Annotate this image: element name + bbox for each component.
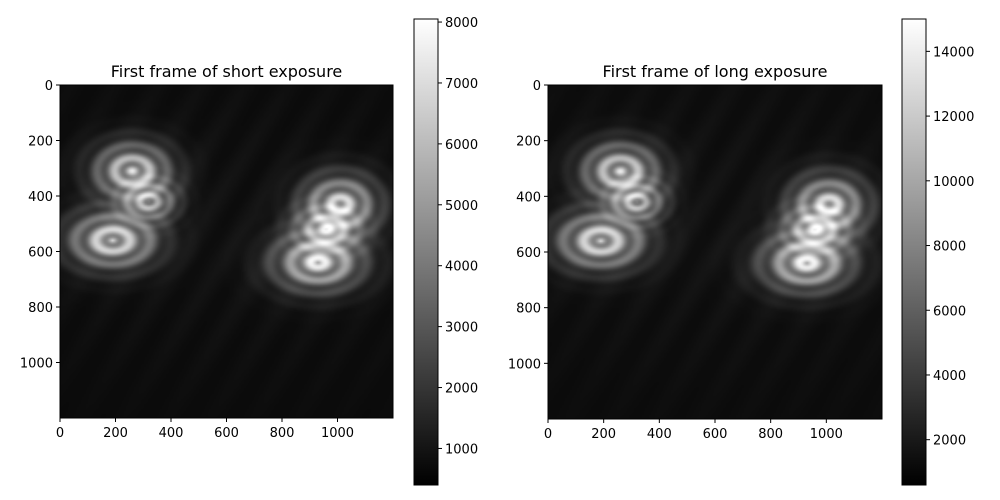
x-tick-label: 0 xyxy=(56,426,64,441)
x-tick-label: 0 xyxy=(544,427,552,442)
long-exposure-panel: First frame of long exposure 0 200 400 600 80… xyxy=(508,18,974,486)
x-tick-label: 400 xyxy=(159,426,184,441)
colorbar-frame xyxy=(901,18,927,486)
y-tick-label: 400 xyxy=(28,190,53,205)
colorbar xyxy=(414,19,438,485)
heatmap-image xyxy=(60,85,393,418)
heatmap-image xyxy=(548,85,882,419)
colorbar-tick-label: 3000 xyxy=(445,321,478,336)
colorbar-tick-label: 2000 xyxy=(933,434,966,449)
colorbar-tick-label: 4000 xyxy=(933,369,966,384)
y-tick-label: 0 xyxy=(45,79,53,94)
y-tick-label: 600 xyxy=(28,246,53,261)
y-tick-label: 1000 xyxy=(508,357,541,372)
y-tick-label: 800 xyxy=(516,302,541,317)
x-tick-label: 600 xyxy=(703,427,728,442)
x-tick-label: 800 xyxy=(270,426,295,441)
x-tick-label: 800 xyxy=(758,427,783,442)
colorbar-tick-label: 6000 xyxy=(445,138,478,153)
colorbar-tick-label: 10000 xyxy=(933,175,974,190)
y-tick-label: 0 xyxy=(533,79,541,94)
x-tick-label: 1000 xyxy=(321,426,354,441)
x-tick-label: 200 xyxy=(591,427,616,442)
colorbar-tick-label: 8000 xyxy=(933,240,966,255)
x-tick-label: 600 xyxy=(214,426,239,441)
colorbar-tick-label: 6000 xyxy=(933,304,966,319)
colorbar-tick-label: 5000 xyxy=(445,199,478,214)
x-tick-label: 1000 xyxy=(810,427,843,442)
y-tick-label: 400 xyxy=(516,190,541,205)
y-tick-label: 800 xyxy=(28,301,53,316)
colorbar-tick-label: 14000 xyxy=(933,45,974,60)
y-tick-label: 200 xyxy=(28,135,53,150)
x-tick-label: 200 xyxy=(103,426,128,441)
chart-title: First frame of long exposure xyxy=(603,62,828,81)
colorbar-tick-label: 2000 xyxy=(445,382,478,397)
colorbar-tick-label: 7000 xyxy=(445,77,478,92)
colorbar xyxy=(902,19,926,485)
y-tick-label: 1000 xyxy=(20,357,53,372)
y-tick-label: 600 xyxy=(516,246,541,261)
colorbar-tick-label: 12000 xyxy=(933,110,974,125)
short-exposure-panel: First frame of short exposure 0 200 400 600 8… xyxy=(20,16,478,486)
colorbar-frame xyxy=(413,18,439,486)
colorbar-tick-label: 4000 xyxy=(445,260,478,275)
x-tick-label: 400 xyxy=(647,427,672,442)
colorbar-tick-label: 1000 xyxy=(445,442,478,457)
y-tick-label: 200 xyxy=(516,135,541,150)
chart-title: First frame of short exposure xyxy=(111,62,343,81)
colorbar-tick-label: 8000 xyxy=(445,16,478,31)
